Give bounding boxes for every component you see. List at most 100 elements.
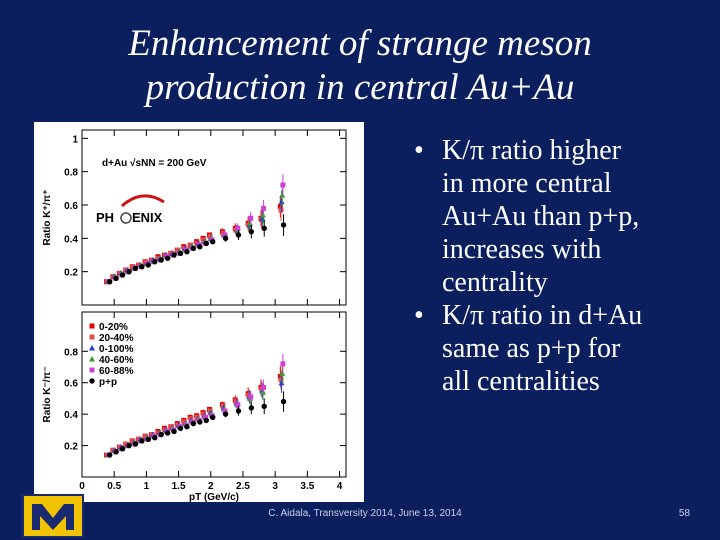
legend-label: 0-100% bbox=[99, 344, 134, 355]
bullet-line: increases with bbox=[442, 234, 602, 265]
data-point bbox=[222, 408, 228, 414]
x-tick-label: 1.5 bbox=[172, 481, 186, 492]
legend-label: 0-20% bbox=[99, 322, 128, 333]
bullet-line: Au+Au than p+p, bbox=[442, 201, 640, 232]
energy-annotation: d+Au √sNN = 200 GeV bbox=[102, 158, 207, 169]
legend-marker bbox=[89, 378, 95, 384]
data-point bbox=[184, 248, 190, 255]
legend-marker bbox=[89, 323, 95, 329]
legend-marker bbox=[89, 367, 95, 373]
legend-marker bbox=[89, 334, 95, 340]
x-tick-label: 1 bbox=[144, 481, 150, 492]
data-point bbox=[158, 257, 164, 263]
legend-label: p+p bbox=[99, 377, 117, 388]
data-point bbox=[106, 278, 113, 285]
data-point bbox=[279, 192, 286, 198]
data-point bbox=[203, 240, 209, 247]
bullet-line: K/π ratio in d+Au bbox=[442, 300, 643, 331]
y-tick-label: 1 bbox=[72, 134, 78, 145]
data-point bbox=[235, 408, 242, 414]
slide-title: Enhancement of strange meson production … bbox=[40, 22, 680, 110]
data-point bbox=[279, 370, 286, 376]
x-tick-label: 0 bbox=[79, 481, 85, 492]
legend-label: 20-40% bbox=[99, 333, 134, 344]
x-tick-label: 0.5 bbox=[107, 481, 121, 492]
y-axis-label: Ratio K⁺/π⁺ bbox=[42, 190, 53, 246]
x-tick-label: 4 bbox=[337, 481, 343, 492]
data-point bbox=[277, 204, 283, 210]
phenix-logo-text: ENIX bbox=[132, 210, 163, 225]
bullet-line: in more central bbox=[442, 168, 612, 199]
data-point bbox=[261, 384, 267, 390]
data-point bbox=[248, 215, 254, 221]
data-point bbox=[280, 398, 287, 405]
bullet-line: same as p+p for bbox=[442, 333, 621, 364]
data-point bbox=[126, 268, 132, 275]
y-tick-label: 0.2 bbox=[64, 442, 78, 453]
data-point bbox=[248, 394, 254, 400]
data-point bbox=[278, 379, 285, 386]
data-point bbox=[247, 220, 254, 226]
bullet-line: all centralities bbox=[442, 366, 600, 397]
data-point bbox=[139, 263, 145, 270]
panel-frame bbox=[81, 311, 347, 478]
data-point bbox=[203, 417, 209, 424]
x-tick-label: 3.5 bbox=[300, 481, 314, 492]
y-tick-label: 0.8 bbox=[64, 168, 78, 179]
data-point bbox=[280, 222, 287, 228]
data-point bbox=[222, 411, 229, 417]
bullet-line: centrality bbox=[442, 267, 548, 298]
bullet-item: • K/π ratio higher in more central Au+Au… bbox=[412, 134, 712, 299]
data-point bbox=[190, 245, 197, 252]
data-point bbox=[119, 446, 126, 452]
data-point bbox=[248, 228, 255, 235]
data-point bbox=[235, 225, 241, 231]
data-point bbox=[113, 449, 119, 455]
data-point bbox=[261, 225, 267, 232]
panel-frame bbox=[81, 129, 347, 306]
data-point bbox=[171, 428, 177, 435]
data-point bbox=[152, 258, 158, 265]
data-point bbox=[280, 182, 286, 188]
x-axis-label: pT (GeV/c) bbox=[189, 492, 239, 502]
title-line-2: production in central Au+Au bbox=[145, 67, 575, 108]
x-tick-label: 2 bbox=[208, 481, 214, 492]
bullet-dot: • bbox=[414, 300, 424, 331]
legend-label: 40-60% bbox=[99, 355, 134, 366]
data-point bbox=[139, 438, 145, 444]
phenix-logo-star-icon bbox=[120, 212, 132, 224]
data-point bbox=[235, 232, 242, 238]
data-point bbox=[210, 414, 216, 420]
data-point bbox=[119, 272, 126, 278]
kpi-ratio-chart: 0.2 0.4 0.6 0.8 1 Ratio K⁺/π⁺ d+Au √sNN = 200 … bbox=[42, 129, 347, 502]
data-point bbox=[222, 232, 228, 238]
x-tick-label: 2.5 bbox=[236, 481, 250, 492]
data-point bbox=[278, 198, 285, 205]
legend-marker bbox=[89, 356, 95, 362]
data-point bbox=[164, 430, 171, 436]
data-point bbox=[197, 419, 203, 425]
data-point bbox=[278, 207, 284, 213]
data-point bbox=[222, 235, 229, 242]
data-point bbox=[277, 373, 283, 379]
data-point bbox=[190, 420, 197, 427]
data-point bbox=[184, 424, 190, 430]
y-axis-label: Ratio K⁻/π⁻ bbox=[42, 367, 53, 423]
data-point bbox=[132, 441, 139, 447]
y-tick-label: 0.6 bbox=[64, 379, 78, 390]
data-point bbox=[152, 435, 158, 441]
data-point bbox=[106, 452, 113, 458]
x-tick-label: 3 bbox=[272, 481, 278, 492]
data-point bbox=[126, 442, 132, 449]
data-point bbox=[259, 212, 266, 218]
title-line-1: Enhancement of strange meson bbox=[128, 23, 592, 64]
y-tick-label: 0.2 bbox=[64, 268, 78, 279]
data-point bbox=[171, 252, 177, 258]
data-point bbox=[132, 265, 139, 272]
data-point bbox=[261, 403, 267, 409]
bullet-list: • K/π ratio higher in more central Au+Au… bbox=[412, 134, 712, 398]
legend-label: 60-88% bbox=[99, 366, 134, 377]
phenix-logo-swoosh bbox=[120, 194, 165, 208]
y-tick-label: 0.8 bbox=[64, 347, 78, 358]
data-point bbox=[259, 215, 266, 221]
